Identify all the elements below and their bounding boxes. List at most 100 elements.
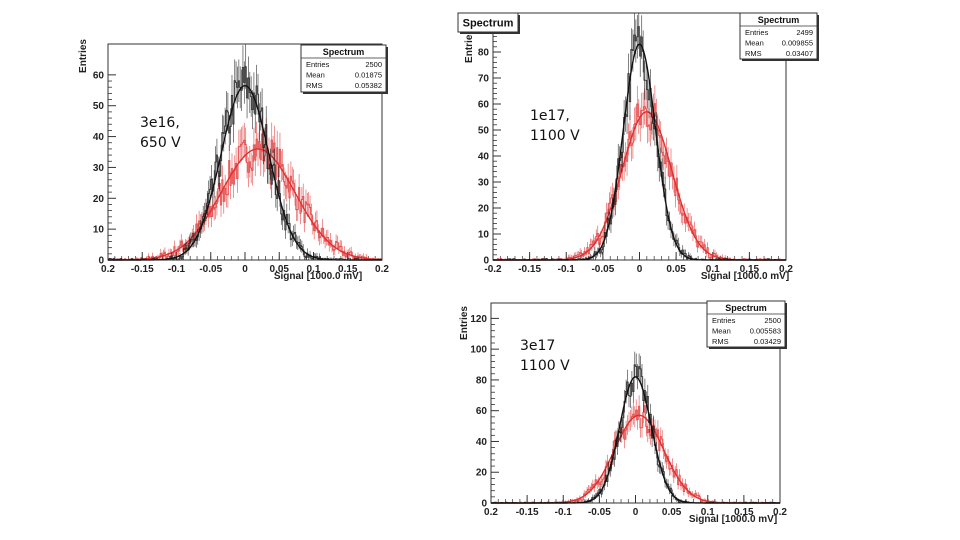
histogram-red-fit — [491, 394, 780, 504]
y-tick-label: 20 — [93, 194, 105, 205]
x-tick-label: -0.05 — [591, 264, 614, 275]
fit-curve-red-fit — [491, 414, 780, 504]
stats-label: Entries — [306, 60, 330, 69]
stats-box-frame — [706, 300, 786, 348]
stats-box: Spectrum Entries 2500 Mean 0.01875 RMS 0.05382 — [300, 44, 388, 94]
x-tick-label: 0.05 — [270, 264, 290, 275]
stats-label: Mean — [745, 39, 764, 48]
title-box-label: Spectrum — [463, 18, 514, 30]
y-tick-label: 120 — [470, 314, 487, 325]
stats-value: 0.009855 — [782, 39, 813, 48]
stats-label: Entries — [712, 316, 736, 325]
condition-annotation: 1100 V — [520, 358, 570, 374]
title-box — [457, 12, 519, 33]
stats-box: Spectrum Entries 2499 Mean 0.009855 RMS 0.0340… — [739, 12, 819, 61]
y-axis-title: Entries — [459, 306, 470, 340]
histogram-black-fit — [491, 351, 780, 504]
stats-box-frame — [300, 44, 387, 93]
stats-label: RMS — [712, 337, 729, 346]
fit-curve-black-fit — [491, 376, 780, 504]
x-tick-label: -0.1 — [558, 264, 576, 275]
stats-value: 0.005583 — [750, 327, 781, 336]
y-tick-label: 0 — [483, 256, 489, 267]
y-tick-label: 100 — [470, 345, 487, 356]
histogram-steps — [491, 405, 780, 504]
x-tick-label: 0.2 — [101, 264, 115, 275]
x-tick-label: 0.1 — [307, 264, 321, 275]
condition-annotation: 1100 V — [530, 128, 580, 144]
x-tick-label: 0 — [242, 264, 248, 275]
x-tick-label: 0.05 — [662, 507, 682, 518]
x-axis-title: Signal [1000.0 mV] — [701, 271, 789, 282]
y-tick-label: 10 — [93, 225, 105, 236]
x-tick-label: 0 — [633, 507, 639, 518]
stats-box: Spectrum Entries 2500 Mean 0.005583 RMS 0.0342… — [706, 300, 787, 349]
fit-curve-red-fit — [108, 148, 383, 261]
y-tick-label: 50 — [93, 101, 105, 112]
y-axis-title: Entries — [78, 39, 89, 73]
x-axis-title: Signal [1000.0 mV] — [689, 514, 777, 525]
x-tick-label: 0.2 — [773, 507, 787, 518]
x-tick-label: -0.1 — [168, 264, 186, 275]
fit-curve-black-fit — [493, 43, 786, 261]
histogram-steps — [108, 133, 382, 261]
x-tick-label: 0.15 — [740, 264, 760, 275]
chart-panel-1: 0 10 20 30 40 50 60 0.2 -0.15 -0.1 -0.05 0 0.05 0.1 0.… — [78, 39, 389, 282]
stats-value: 0.01875 — [355, 71, 382, 80]
x-tick-label: 0 — [637, 264, 643, 275]
x-axis-title: Signal [1000.0 mV] — [274, 271, 362, 282]
y-tick-label: 50 — [478, 126, 490, 137]
stats-title: Spectrum — [323, 47, 365, 57]
x-tick-label: -0.2 — [484, 264, 502, 275]
stats-label: RMS — [745, 49, 762, 58]
histogram-steps — [493, 26, 786, 261]
stats-title: Spectrum — [725, 303, 767, 313]
x-tick-label: -0.05 — [588, 507, 611, 518]
stats-value: 0.03429 — [754, 337, 781, 346]
y-tick-label: 80 — [476, 375, 488, 386]
x-tick-label: 0.2 — [484, 507, 498, 518]
y-tick-label: 60 — [93, 70, 105, 81]
x-tick-label: 0.15 — [338, 264, 358, 275]
y-tick-label: 40 — [476, 437, 488, 448]
condition-annotation: 3e17 — [520, 338, 555, 354]
y-tick-label: 30 — [93, 163, 105, 174]
y-tick-label: 80 — [478, 48, 490, 59]
x-tick-label: 0.1 — [706, 264, 720, 275]
y-axis-title: Entries — [464, 29, 475, 63]
y-tick-label: 30 — [478, 178, 490, 189]
x-tick-label: -0.15 — [131, 264, 154, 275]
chart-panel-2: 0102030405060708090-0.2-0.15-0.1-0.0500.… — [457, 12, 819, 282]
stats-value: 2500 — [764, 316, 781, 325]
y-tick-label: 20 — [478, 204, 490, 215]
x-tick-label: 0.15 — [734, 507, 754, 518]
histogram-black-fit — [493, 13, 786, 261]
stats-label: Mean — [306, 71, 325, 80]
stats-label: Mean — [712, 327, 731, 336]
x-tick-label: -0.15 — [518, 264, 541, 275]
chart-panel-3: 0 20 40 60 80 100 120 0.2 -0.15 -0.1 -0.05 0 0.05 0.1… — [459, 300, 787, 525]
stats-value: 0.03407 — [786, 49, 813, 58]
x-tick-label: -0.1 — [555, 507, 573, 518]
x-tick-label: 0.05 — [666, 264, 686, 275]
condition-annotation: 650 V — [140, 135, 181, 151]
x-tick-label: 0.1 — [701, 507, 715, 518]
condition-annotation: 3e16, — [140, 115, 180, 131]
x-tick-label: 0.2 — [375, 264, 389, 275]
y-tick-label: 60 — [476, 406, 488, 417]
stats-label: RMS — [306, 81, 323, 90]
x-tick-label: -0.05 — [199, 264, 222, 275]
stats-value: 2499 — [796, 28, 813, 37]
y-tick-label: 40 — [478, 152, 490, 163]
y-tick-label: 10 — [478, 230, 490, 241]
fit-curve-black-fit — [108, 84, 382, 261]
x-tick-label: 0.2 — [779, 264, 793, 275]
y-tick-label: 70 — [478, 74, 490, 85]
histogram-steps — [491, 364, 780, 504]
y-tick-label: 40 — [93, 132, 105, 143]
condition-annotation: 1e17, — [530, 108, 570, 124]
y-tick-label: 0 — [98, 256, 104, 267]
y-tick-label: 0 — [481, 499, 487, 510]
stats-value: 2500 — [365, 60, 382, 69]
